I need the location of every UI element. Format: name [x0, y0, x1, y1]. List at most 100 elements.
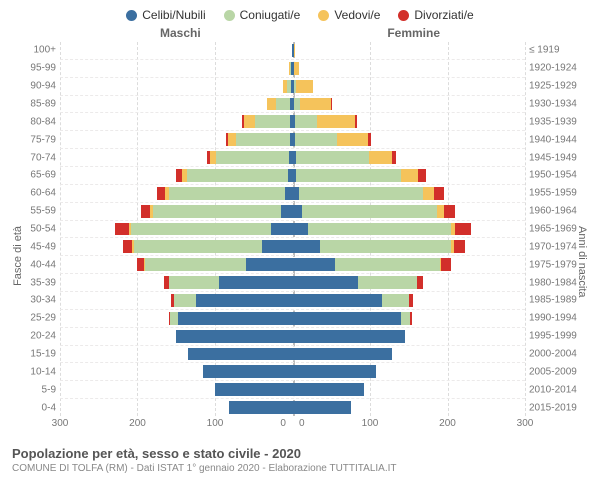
bar-segment [293, 348, 392, 361]
bar-segment [174, 294, 196, 307]
birth-label: 1960-1964 [529, 206, 587, 217]
birth-label: 2015-2019 [529, 402, 587, 413]
bar-segment [293, 276, 359, 289]
bar-segment [410, 312, 412, 325]
bar-female [293, 169, 526, 182]
birth-label: 1950-1954 [529, 170, 587, 181]
legend-label: Coniugati/e [240, 8, 301, 22]
bar-male [60, 276, 293, 289]
age-row: 95-991920-1924 [60, 59, 525, 77]
bar-male [60, 223, 293, 236]
bar-segment [228, 133, 236, 146]
bar-female [293, 223, 526, 236]
legend-dot [318, 10, 329, 21]
bar-female [293, 240, 526, 253]
bar-segment [131, 223, 271, 236]
age-row: 0-42015-2019 [60, 398, 525, 416]
bar-segment [401, 169, 418, 182]
bar-segment [216, 151, 290, 164]
bar-male [60, 62, 293, 75]
age-label: 65-69 [18, 170, 56, 181]
bar-segment [137, 258, 145, 271]
age-label: 70-74 [18, 152, 56, 163]
bar-segment [331, 98, 332, 111]
birth-label: 2010-2014 [529, 384, 587, 395]
female-title: Femmine [387, 26, 440, 40]
x-tick: 200 [439, 418, 456, 429]
bar-segment [295, 115, 317, 128]
age-label: 25-29 [18, 313, 56, 324]
x-tick: 200 [129, 418, 146, 429]
bar-segment [267, 98, 276, 111]
bar-segment [317, 115, 356, 128]
bar-female [293, 258, 526, 271]
bar-female [293, 80, 526, 93]
bar-segment [369, 151, 392, 164]
bar-segment [294, 62, 299, 75]
age-label: 15-19 [18, 349, 56, 360]
bar-segment [196, 294, 293, 307]
bar-female [293, 187, 526, 200]
bar-segment [392, 151, 396, 164]
bar-segment [293, 223, 309, 236]
age-row: 55-591960-1964 [60, 202, 525, 220]
birth-label: 1995-1999 [529, 331, 587, 342]
age-label: 100+ [18, 45, 56, 56]
bar-female [293, 276, 526, 289]
bar-segment [123, 240, 132, 253]
bar-female [293, 205, 526, 218]
age-label: 40-44 [18, 259, 56, 270]
age-row: 5-92010-2014 [60, 380, 525, 398]
bar-segment [295, 133, 338, 146]
bar-segment [409, 294, 413, 307]
bar-male [60, 240, 293, 253]
birth-label: 1930-1934 [529, 99, 587, 110]
age-row: 40-441975-1979 [60, 255, 525, 273]
bar-segment [145, 258, 246, 271]
age-row: 65-691950-1954 [60, 166, 525, 184]
bar-segment [423, 187, 435, 200]
bar-segment [418, 169, 426, 182]
legend-label: Vedovi/e [334, 8, 380, 22]
age-row: 85-891930-1934 [60, 95, 525, 113]
bar-segment [455, 223, 471, 236]
bar-segment [293, 365, 377, 378]
male-title: Maschi [160, 26, 201, 40]
pyramid-chart: Maschi Femmine Fasce di età Anni di nasc… [10, 26, 590, 446]
age-row: 30-341985-1989 [60, 291, 525, 309]
legend-label: Celibi/Nubili [142, 8, 205, 22]
age-row: 15-192000-2004 [60, 345, 525, 363]
bar-segment [276, 98, 290, 111]
age-row: 10-142005-2009 [60, 362, 525, 380]
bar-segment [320, 240, 452, 253]
bar-male [60, 348, 293, 361]
bar-segment [444, 205, 456, 218]
legend: Celibi/Nubili Coniugati/e Vedovi/e Divorzia… [0, 0, 600, 26]
birth-label: 1920-1924 [529, 63, 587, 74]
x-tick: 100 [362, 418, 379, 429]
birth-label: 1945-1949 [529, 152, 587, 163]
bar-female [293, 151, 526, 164]
bar-female [293, 115, 526, 128]
bar-male [60, 258, 293, 271]
bar-male [60, 330, 293, 343]
legend-label: Divorziati/e [414, 8, 473, 22]
age-label: 10-14 [18, 366, 56, 377]
bar-segment [141, 205, 150, 218]
bar-female [293, 330, 526, 343]
bar-segment [294, 44, 295, 57]
bar-segment [170, 312, 178, 325]
bar-segment [176, 330, 292, 343]
age-label: 45-49 [18, 241, 56, 252]
bar-segment [157, 187, 165, 200]
age-label: 5-9 [18, 384, 56, 395]
legend-dot [398, 10, 409, 21]
x-tick: 100 [207, 418, 224, 429]
age-row: 80-841935-1939 [60, 112, 525, 130]
bar-segment [187, 169, 288, 182]
bar-male [60, 365, 293, 378]
birth-label: 1985-1989 [529, 295, 587, 306]
legend-item: Vedovi/e [318, 8, 380, 22]
bar-segment [454, 240, 466, 253]
bar-segment [281, 205, 293, 218]
